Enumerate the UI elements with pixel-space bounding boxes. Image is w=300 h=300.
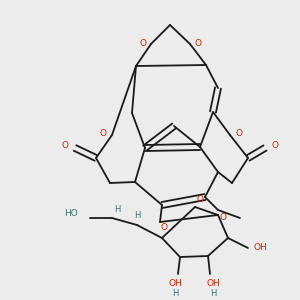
Text: OH: OH (206, 280, 220, 289)
Text: O: O (220, 212, 226, 221)
Text: H: H (114, 206, 120, 214)
Text: O: O (61, 140, 68, 149)
Text: H: H (210, 290, 216, 298)
Text: O: O (194, 40, 202, 49)
Text: H: H (172, 290, 178, 298)
Text: O: O (100, 128, 106, 137)
Text: H: H (134, 211, 140, 220)
Text: O: O (272, 140, 278, 149)
Text: OH: OH (253, 244, 267, 253)
Text: O: O (160, 224, 167, 232)
Text: OH: OH (168, 280, 182, 289)
Text: O: O (196, 194, 203, 203)
Text: O: O (140, 40, 146, 49)
Text: O: O (236, 128, 242, 137)
Text: HO: HO (64, 208, 78, 217)
